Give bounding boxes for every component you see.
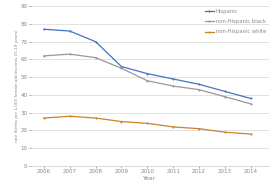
Hispanic	[146, 73, 149, 75]
Hispanic	[197, 83, 201, 85]
non-Hispanic black	[249, 103, 252, 105]
Hispanic	[249, 97, 252, 100]
Hispanic	[42, 28, 46, 30]
non-Hispanic black	[68, 53, 71, 55]
non-Hispanic black	[94, 57, 97, 59]
Hispanic	[171, 78, 175, 80]
non-Hispanic white	[249, 133, 252, 135]
Hispanic	[68, 30, 71, 32]
non-Hispanic black	[120, 67, 123, 69]
non-Hispanic black	[42, 55, 46, 57]
Line: non-Hispanic white: non-Hispanic white	[43, 115, 252, 135]
Hispanic	[94, 41, 97, 43]
non-Hispanic white	[94, 117, 97, 119]
non-Hispanic black	[223, 96, 227, 98]
non-Hispanic black	[197, 88, 201, 91]
Legend: Hispanic, non-Hispanic black, non-Hispanic white: Hispanic, non-Hispanic black, non-Hispan…	[203, 7, 268, 36]
non-Hispanic white	[197, 128, 201, 130]
Line: Hispanic: Hispanic	[43, 28, 252, 100]
Hispanic	[223, 90, 227, 92]
non-Hispanic white	[223, 131, 227, 133]
non-Hispanic white	[120, 120, 123, 123]
X-axis label: Year: Year	[143, 176, 157, 181]
non-Hispanic white	[68, 115, 71, 117]
non-Hispanic white	[42, 117, 46, 119]
non-Hispanic white	[171, 126, 175, 128]
Hispanic	[120, 65, 123, 68]
Line: non-Hispanic black: non-Hispanic black	[43, 53, 252, 105]
Y-axis label: rate (births per 1,000 female adolescents 15-19 years): rate (births per 1,000 female adolescent…	[15, 30, 19, 142]
non-Hispanic white	[146, 122, 149, 125]
non-Hispanic black	[146, 80, 149, 82]
non-Hispanic black	[171, 85, 175, 87]
